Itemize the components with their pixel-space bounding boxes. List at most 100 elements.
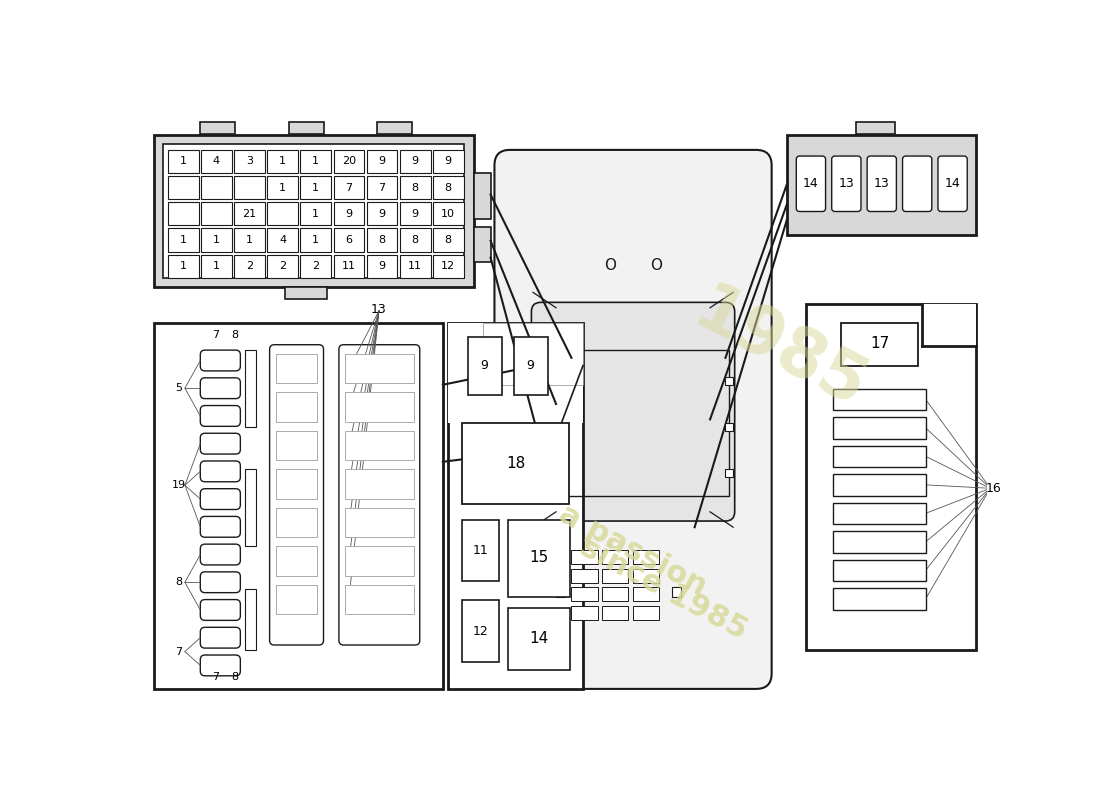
- Text: 2: 2: [279, 261, 286, 271]
- Text: O: O: [650, 258, 662, 273]
- Bar: [462, 600, 499, 662]
- FancyBboxPatch shape: [495, 150, 772, 689]
- Bar: [163, 144, 464, 278]
- Bar: [449, 323, 583, 689]
- FancyBboxPatch shape: [339, 345, 420, 645]
- Bar: [289, 122, 323, 134]
- Text: 1: 1: [180, 157, 187, 166]
- Bar: [267, 229, 298, 251]
- Text: 11: 11: [408, 261, 422, 271]
- FancyBboxPatch shape: [531, 302, 735, 521]
- FancyBboxPatch shape: [200, 406, 241, 426]
- FancyBboxPatch shape: [200, 627, 241, 648]
- Text: 1: 1: [312, 157, 319, 166]
- FancyBboxPatch shape: [938, 156, 967, 211]
- Bar: [366, 229, 397, 251]
- Bar: [399, 229, 430, 251]
- Bar: [201, 176, 232, 199]
- Text: 1: 1: [279, 182, 286, 193]
- Bar: [267, 254, 298, 278]
- Bar: [634, 587, 659, 601]
- Text: since 1985: since 1985: [575, 533, 752, 645]
- Bar: [168, 229, 199, 251]
- Text: 8: 8: [444, 235, 452, 245]
- Text: 8: 8: [444, 182, 452, 193]
- Bar: [433, 150, 464, 173]
- FancyBboxPatch shape: [200, 517, 241, 538]
- Text: 19: 19: [172, 480, 186, 490]
- Bar: [834, 446, 926, 467]
- Text: 9: 9: [378, 209, 386, 219]
- Bar: [399, 150, 430, 173]
- Bar: [433, 254, 464, 278]
- FancyBboxPatch shape: [200, 378, 241, 398]
- Text: 1: 1: [213, 261, 220, 271]
- Bar: [671, 587, 681, 597]
- Text: 2: 2: [246, 261, 253, 271]
- Bar: [572, 569, 597, 582]
- Bar: [234, 176, 265, 199]
- Bar: [234, 202, 265, 226]
- Bar: [726, 423, 734, 431]
- Bar: [245, 470, 255, 546]
- Bar: [333, 254, 364, 278]
- FancyBboxPatch shape: [867, 156, 896, 211]
- Text: 16: 16: [986, 482, 1001, 495]
- Bar: [201, 229, 232, 251]
- Text: 4: 4: [279, 235, 286, 245]
- Bar: [345, 546, 414, 576]
- Bar: [333, 202, 364, 226]
- Text: 7: 7: [212, 330, 219, 340]
- Bar: [806, 304, 976, 650]
- Bar: [788, 134, 976, 234]
- FancyBboxPatch shape: [200, 489, 241, 510]
- FancyBboxPatch shape: [200, 572, 241, 593]
- Bar: [556, 587, 565, 597]
- Bar: [534, 423, 541, 431]
- Bar: [603, 606, 628, 619]
- Bar: [856, 122, 895, 134]
- Text: 11: 11: [342, 261, 356, 271]
- Text: 7: 7: [345, 182, 352, 193]
- Bar: [726, 377, 734, 385]
- Text: 1: 1: [312, 209, 319, 219]
- Text: 8: 8: [411, 182, 419, 193]
- Text: 1: 1: [213, 235, 220, 245]
- Bar: [634, 606, 659, 619]
- Bar: [345, 393, 414, 422]
- Bar: [603, 550, 628, 564]
- Bar: [267, 176, 298, 199]
- Bar: [834, 588, 926, 610]
- Bar: [267, 150, 298, 173]
- Text: 1: 1: [180, 261, 187, 271]
- Bar: [366, 254, 397, 278]
- Bar: [572, 606, 597, 619]
- Bar: [300, 229, 331, 251]
- Bar: [333, 176, 364, 199]
- Bar: [276, 508, 317, 538]
- Bar: [433, 229, 464, 251]
- Bar: [168, 150, 199, 173]
- FancyBboxPatch shape: [200, 350, 241, 371]
- Text: 13: 13: [873, 178, 890, 190]
- Bar: [154, 323, 443, 689]
- Text: 8: 8: [231, 330, 239, 340]
- Bar: [285, 287, 328, 299]
- Bar: [234, 254, 265, 278]
- FancyBboxPatch shape: [200, 655, 241, 676]
- Text: 3: 3: [246, 157, 253, 166]
- FancyBboxPatch shape: [270, 345, 323, 645]
- Bar: [300, 202, 331, 226]
- Bar: [534, 377, 541, 385]
- Bar: [634, 550, 659, 564]
- Bar: [168, 176, 199, 199]
- Text: 15: 15: [529, 550, 549, 566]
- Bar: [603, 569, 628, 582]
- Text: 8: 8: [378, 235, 386, 245]
- FancyBboxPatch shape: [796, 156, 825, 211]
- Bar: [834, 502, 926, 524]
- Text: 12: 12: [473, 625, 488, 638]
- Bar: [267, 202, 298, 226]
- Bar: [300, 176, 331, 199]
- Bar: [468, 337, 502, 394]
